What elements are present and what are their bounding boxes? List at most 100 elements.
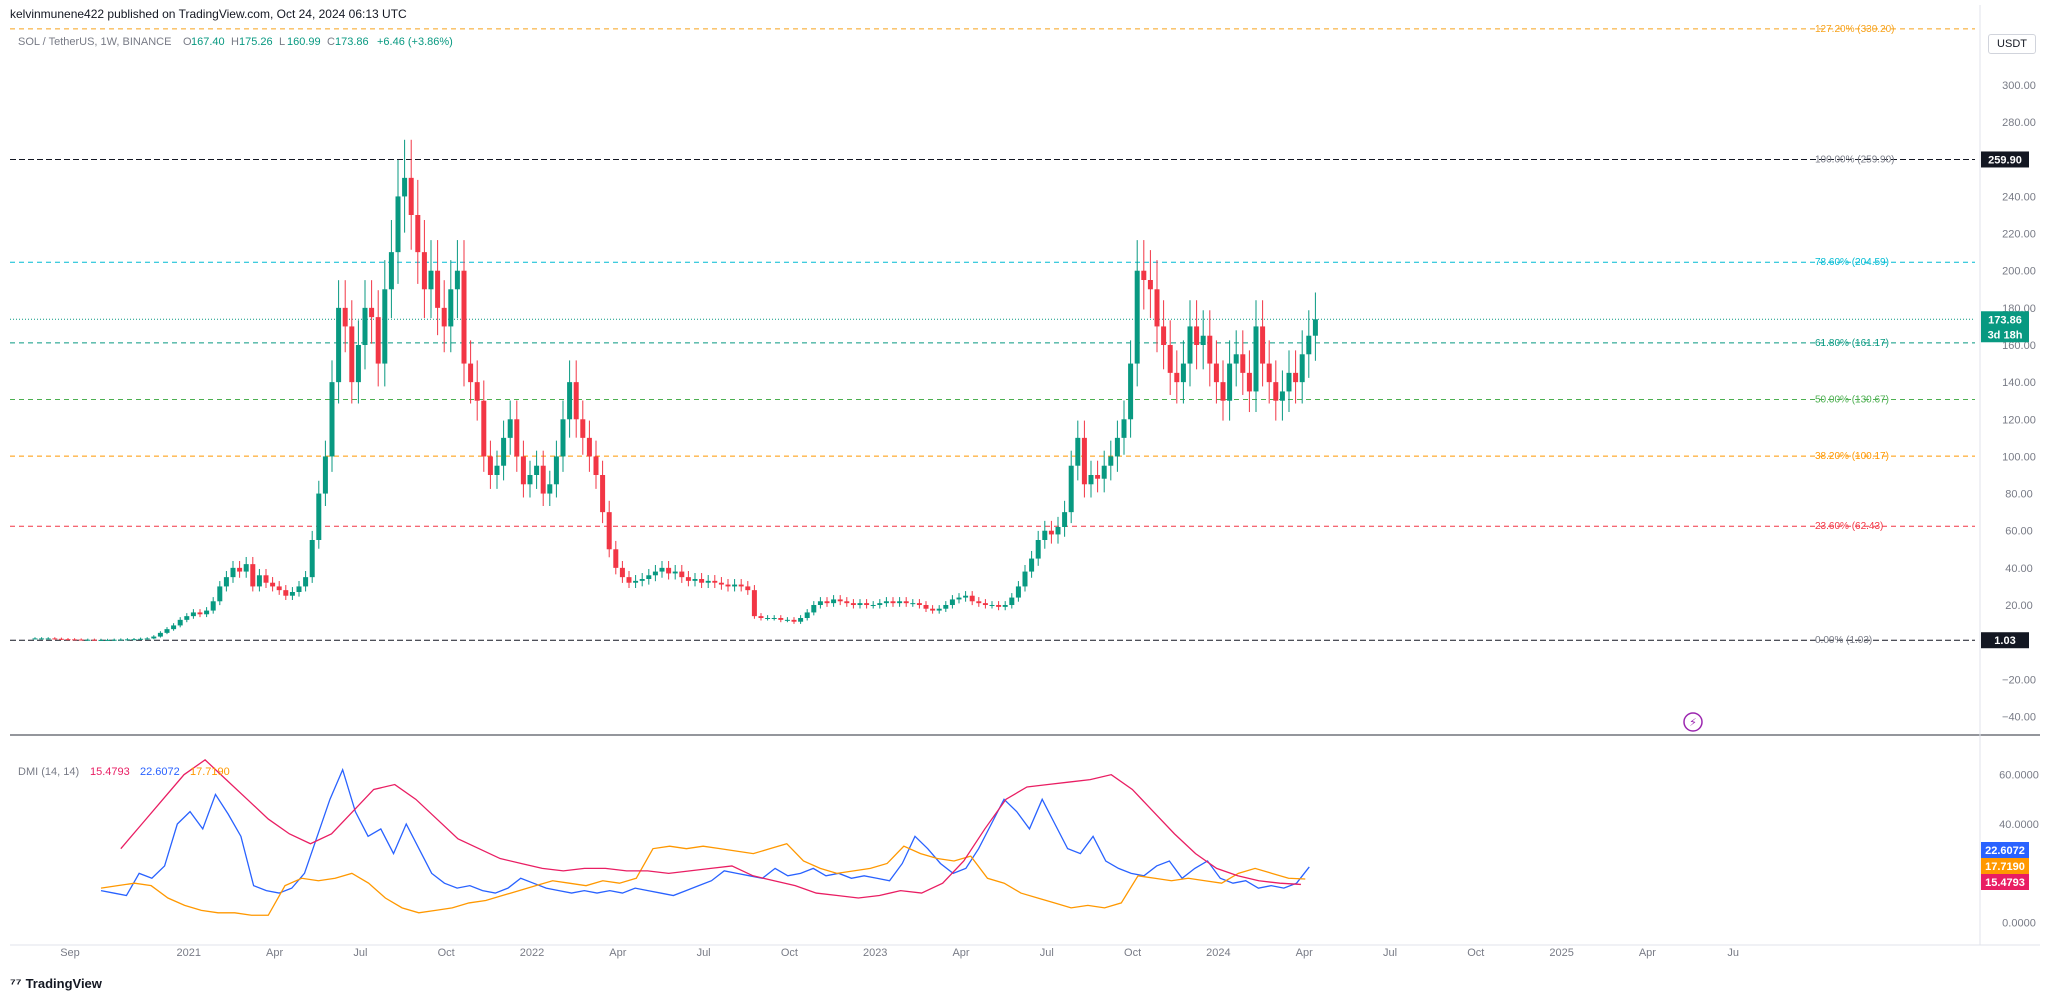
candle-body: [936, 608, 942, 611]
fibonacci-retracement[interactable]: 127.20% (330.20) 100.00% (259.90) 78.60% (…: [10, 24, 1975, 646]
candle-body: [230, 567, 236, 578]
candle-body: [342, 307, 348, 327]
candle-body: [296, 586, 302, 592]
candle-body: [659, 567, 665, 572]
candle-body: [85, 639, 91, 641]
candle-body: [1200, 335, 1206, 345]
open-label: O: [183, 36, 192, 48]
candle-body: [1108, 456, 1114, 466]
candlestick-series[interactable]: [32, 139, 1318, 641]
candle-body: [1121, 419, 1127, 438]
dmi-series-line: [120, 759, 1301, 899]
candle-body: [1002, 605, 1008, 607]
candle-body: [1081, 437, 1087, 485]
candle-body: [626, 577, 632, 583]
candle-body: [989, 605, 995, 606]
lightning-glyph: ⚡: [1689, 716, 1697, 729]
candle-body: [1273, 382, 1279, 401]
candle-body: [118, 639, 124, 641]
candle-body: [1042, 530, 1048, 540]
candle-body: [1279, 391, 1285, 401]
candle-body: [527, 475, 533, 485]
price-axis-badge: [1981, 326, 2029, 343]
candle-body: [461, 270, 467, 364]
candle-body: [336, 307, 342, 383]
tradingview-logo[interactable]: ⁷⁷ TradingView: [10, 975, 102, 991]
candle-body: [421, 252, 427, 290]
axes: 300.00280.00240.00220.00200.00180.00160.…: [60, 80, 2039, 959]
candle-body: [124, 639, 130, 641]
candle-body: [963, 595, 969, 598]
candle-body: [250, 564, 256, 587]
candle-body: [930, 608, 936, 611]
candle-body: [65, 639, 71, 641]
candle-body: [1246, 372, 1252, 392]
candle-body: [712, 580, 718, 583]
candle-body: [666, 567, 672, 574]
dmi-indicator[interactable]: [100, 759, 1310, 916]
candle-body: [890, 601, 896, 604]
candle-body: [448, 289, 454, 327]
candle-body: [1293, 372, 1299, 383]
dmi-series-line: [100, 767, 1310, 897]
y-tick-label: −40.00: [2002, 711, 2036, 723]
price-axis-badge: [1981, 311, 2029, 328]
candle-body: [1240, 354, 1246, 373]
x-tick-label: 2022: [520, 947, 544, 959]
candle-body: [1260, 326, 1266, 364]
candle-body: [190, 612, 196, 617]
dmi-value-badge-text: 17.7190: [1985, 861, 2025, 873]
dmi-value-badge: [1981, 874, 2029, 890]
high-label: H: [231, 36, 239, 48]
candle-body: [78, 639, 84, 641]
candle-body: [322, 456, 328, 494]
candle-body: [428, 270, 434, 290]
candle-body: [1167, 345, 1173, 373]
dmi-value-badge: [1981, 842, 2029, 858]
candle-body: [454, 270, 460, 290]
candle-body: [547, 484, 553, 494]
y-tick-label: 100.00: [2002, 451, 2036, 463]
candle-body: [1029, 558, 1035, 572]
fib-level-label: 38.20% (100.17): [1815, 451, 1889, 462]
dmi-value-badge-text: 15.4793: [1985, 877, 2025, 889]
candle-body: [388, 252, 394, 290]
candle-body: [375, 317, 381, 364]
tradingview-brand: TradingView: [25, 975, 102, 991]
candle-body: [652, 571, 658, 576]
price-axis-badge-text: 259.90: [1988, 154, 2022, 166]
candle-body: [1220, 382, 1226, 401]
candle-body: [745, 586, 751, 591]
candle-body: [1114, 437, 1120, 457]
candle-body: [52, 638, 58, 640]
currency-selector[interactable]: USDT: [1988, 34, 2036, 54]
candle-body: [507, 419, 513, 438]
candle-body: [408, 177, 414, 215]
candle-body: [395, 196, 401, 253]
candle-body: [685, 577, 691, 581]
x-tick-label: 2024: [1206, 947, 1230, 959]
candle-body: [144, 638, 150, 640]
open-value: 167.40: [191, 36, 225, 48]
candle-body: [553, 456, 559, 485]
candle-body: [1015, 586, 1021, 598]
candle-body: [58, 638, 64, 640]
y-tick-label: 280.00: [2002, 117, 2036, 129]
candle-body: [329, 382, 335, 457]
candle-body: [923, 605, 929, 609]
candle-body: [1299, 354, 1305, 383]
high-value: 175.26: [239, 36, 273, 48]
dmi-value-badge: [1981, 858, 2029, 874]
candle-body: [1312, 319, 1318, 336]
candle-body: [1048, 530, 1054, 535]
candle-body: [309, 540, 315, 578]
candle-body: [1207, 335, 1213, 364]
dmi-legend-value: 15.4793: [90, 766, 130, 778]
candle-body: [850, 603, 856, 605]
candle-body: [567, 382, 573, 420]
y-tick-label: 60.00: [2005, 526, 2033, 538]
candle-body: [1128, 363, 1134, 420]
candle-body: [949, 599, 955, 605]
candle-body: [1194, 326, 1200, 345]
